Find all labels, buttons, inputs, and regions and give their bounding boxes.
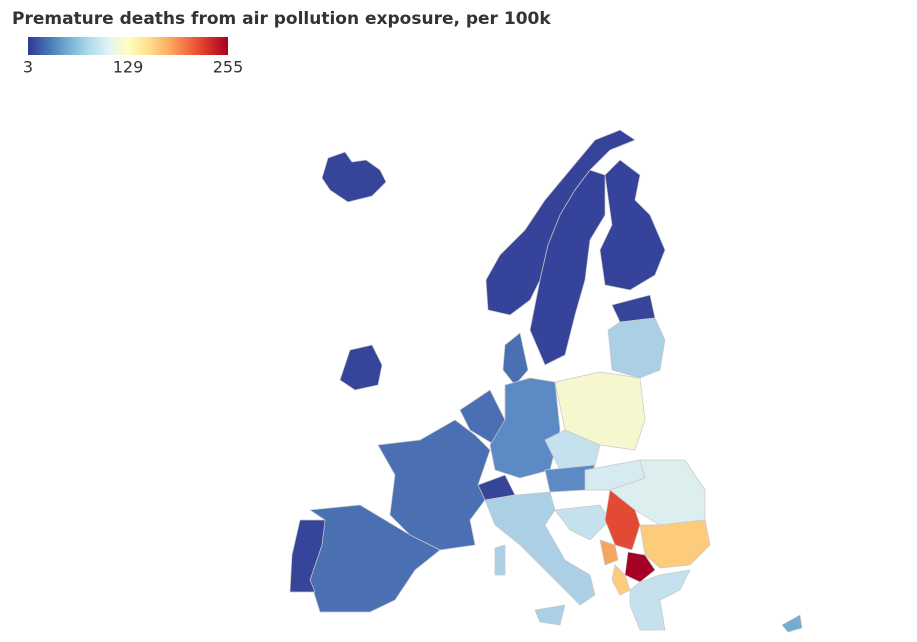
denmark bbox=[502, 332, 529, 386]
estonia bbox=[611, 294, 656, 323]
colorbar-ticks: 3 129 255 bbox=[23, 58, 243, 77]
colorbar-tick-label: 129 bbox=[113, 58, 144, 77]
colorbar-tick-label: 3 bbox=[23, 58, 33, 77]
title: Premature deaths from air pollution expo… bbox=[12, 9, 551, 29]
portugal bbox=[289, 519, 326, 593]
croatia bbox=[554, 504, 611, 541]
czechia bbox=[544, 429, 601, 471]
germany bbox=[489, 377, 561, 479]
iceland bbox=[321, 151, 387, 203]
serbia bbox=[604, 489, 641, 551]
countries bbox=[289, 129, 803, 633]
sicily bbox=[534, 604, 566, 626]
bosnia bbox=[599, 539, 619, 566]
cyprus bbox=[781, 614, 803, 633]
greece bbox=[629, 569, 691, 631]
north-macedonia bbox=[624, 551, 656, 583]
ireland bbox=[339, 344, 383, 391]
colorbar-tick-label: 255 bbox=[213, 58, 244, 77]
italy bbox=[484, 491, 596, 606]
finland bbox=[599, 159, 666, 291]
albania bbox=[611, 564, 631, 596]
bulgaria bbox=[639, 519, 711, 569]
baltics bbox=[607, 317, 666, 379]
france bbox=[377, 419, 491, 551]
norway bbox=[485, 129, 636, 316]
sardinia bbox=[494, 544, 506, 576]
colorbar bbox=[28, 37, 228, 55]
sweden bbox=[529, 169, 606, 366]
